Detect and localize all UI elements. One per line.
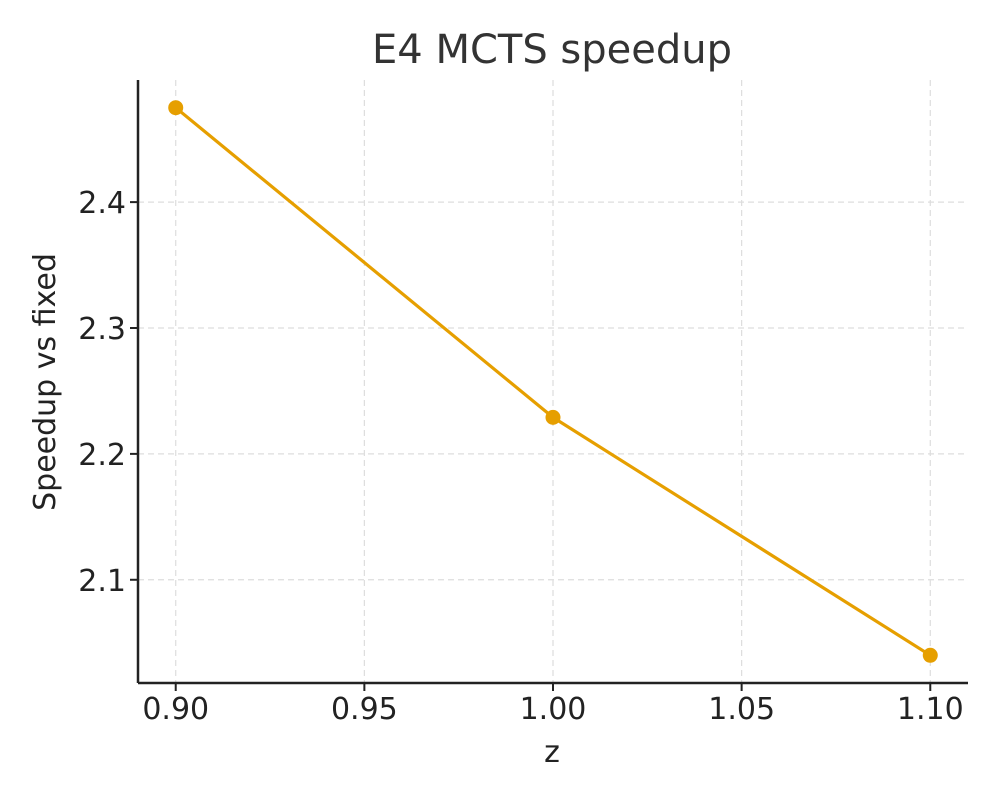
ticks: 0.90 0.95 1.00 1.05 1.10 2.1 2.2 2.3 2.4 <box>78 186 963 727</box>
y-tick-label: 2.1 <box>78 564 126 599</box>
x-tick-label: 1.05 <box>708 692 775 727</box>
grid <box>138 80 968 683</box>
x-axis-label: z <box>544 735 560 770</box>
y-tick-label: 2.4 <box>78 186 126 221</box>
data-point <box>168 100 184 116</box>
data-point <box>922 647 938 663</box>
y-axis-label: Speedup vs fixed <box>28 253 63 511</box>
series <box>168 100 938 663</box>
y-tick-label: 2.3 <box>78 312 126 347</box>
x-tick-label: 0.90 <box>142 692 209 727</box>
y-tick-label: 2.2 <box>78 438 126 473</box>
x-tick-label: 0.95 <box>331 692 398 727</box>
x-tick-label: 1.10 <box>897 692 964 727</box>
chart-title: E4 MCTS speedup <box>372 27 732 73</box>
data-point <box>545 409 561 425</box>
x-tick-label: 1.00 <box>520 692 587 727</box>
